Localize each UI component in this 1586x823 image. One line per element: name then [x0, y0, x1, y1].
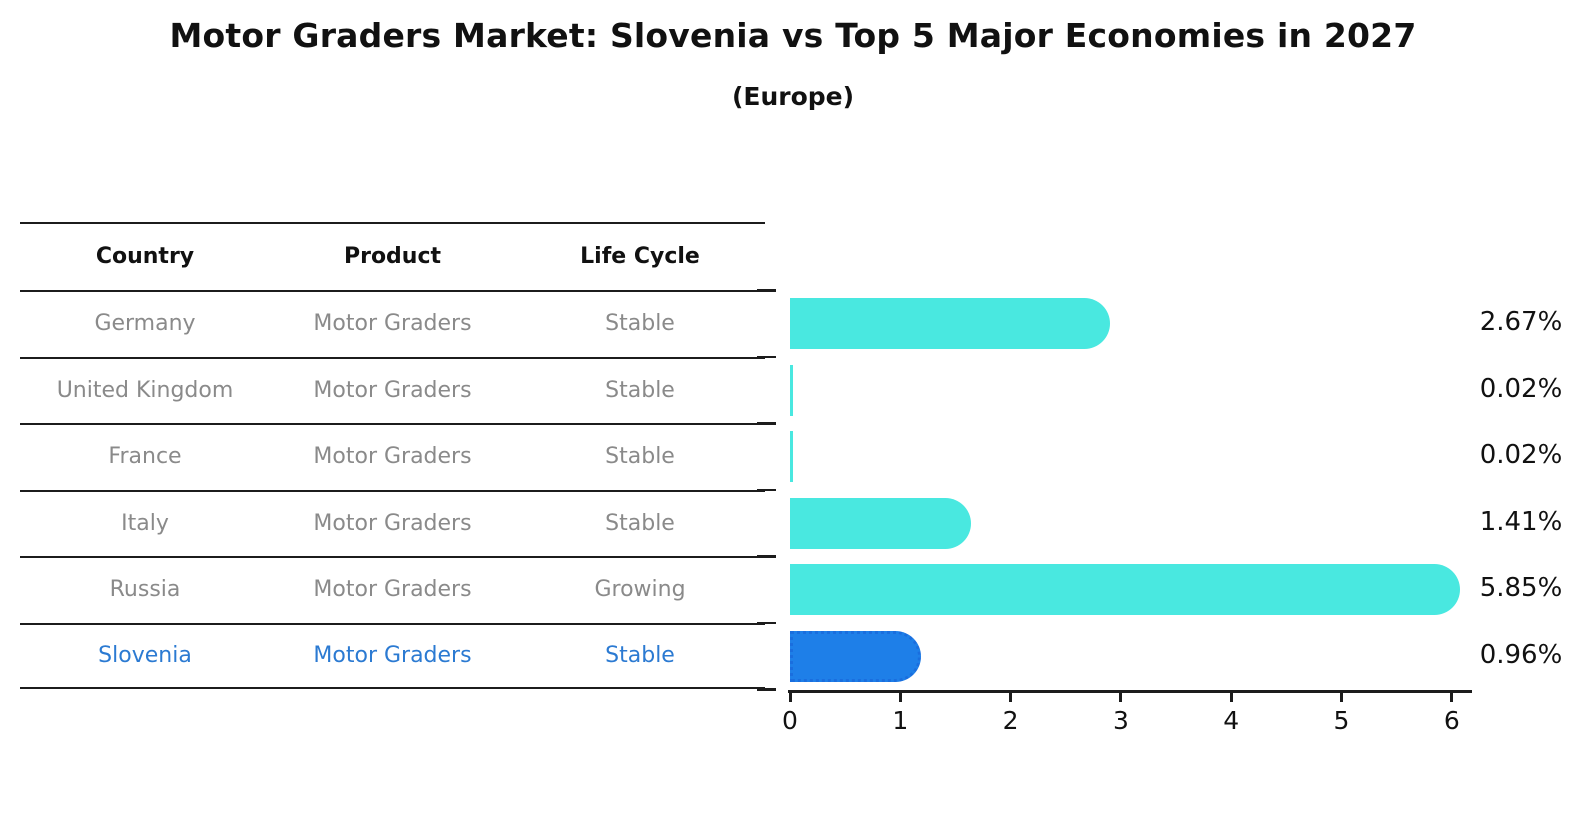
column-header-product: Product	[343, 243, 442, 269]
table-cell-country: France	[108, 444, 182, 470]
x-axis-tick-label: 1	[892, 706, 909, 735]
chart-subtitle: (Europe)	[731, 82, 855, 111]
x-axis-tick	[1229, 690, 1233, 702]
country-table: Country Product Life Cycle Germany Motor …	[20, 222, 765, 689]
bar-united-kingdom	[790, 364, 793, 416]
bar-russia	[790, 564, 1461, 615]
bar-germany	[790, 298, 1110, 349]
x-axis-tick	[1340, 690, 1343, 702]
x-axis-tick	[1009, 690, 1013, 702]
table-row-france: France Motor Graders Stable	[20, 423, 765, 490]
y-axis-tick	[757, 621, 776, 624]
column-header-lifecycle: Life Cycle	[580, 243, 700, 269]
table-cell-product: Motor Graders	[313, 577, 472, 603]
x-axis-tick	[898, 690, 902, 702]
y-axis-tick	[757, 688, 776, 691]
table-cell-country: Russia	[109, 577, 181, 603]
table-cell-country: United Kingdom	[56, 377, 234, 403]
table-row-germany: Germany Motor Graders Stable	[20, 290, 765, 357]
table-cell-product: Motor Graders	[313, 311, 472, 337]
table-row-italy: Italy Motor Graders Stable	[20, 489, 765, 557]
value-label-russia: 5.85%	[1479, 573, 1563, 604]
table-row-russia: Russia Motor Graders Growing	[20, 556, 765, 623]
table-cell-product: Motor Graders	[313, 642, 472, 668]
y-axis-tick	[757, 488, 776, 491]
table-cell-country: Germany	[94, 311, 196, 337]
table-cell-lifecycle: Stable	[605, 642, 675, 668]
value-label-italy: 1.41%	[1479, 506, 1563, 537]
table-header-row: Country Product Life Cycle	[20, 222, 765, 290]
bar-slovenia	[790, 630, 921, 682]
x-axis-tick-label: 2	[1002, 706, 1019, 735]
value-label-slovenia: 0.96%	[1479, 639, 1563, 670]
y-axis-tick	[757, 422, 776, 425]
y-axis-tick	[757, 289, 776, 292]
y-axis-tick	[757, 555, 776, 558]
x-axis-tick	[788, 690, 792, 702]
table-cell-lifecycle: Stable	[605, 510, 675, 536]
bar-italy	[790, 497, 971, 549]
x-axis-line	[788, 690, 1472, 693]
table-cell-product: Motor Graders	[313, 377, 472, 403]
table-row-slovenia: Slovenia Motor Graders Stable	[20, 622, 765, 689]
value-label-germany: 2.67%	[1479, 307, 1563, 338]
y-axis-tick	[757, 355, 776, 358]
column-header-country: Country	[95, 243, 195, 269]
table-cell-lifecycle: Stable	[605, 444, 675, 470]
x-axis-tick-label: 4	[1223, 706, 1240, 735]
table-cell-country: Slovenia	[98, 642, 192, 668]
table-cell-product: Motor Graders	[313, 510, 472, 536]
bar-france	[790, 431, 793, 482]
x-axis-tick-label: 0	[782, 706, 798, 735]
table-cell-country: Italy	[121, 510, 169, 536]
x-axis-tick-label: 5	[1333, 706, 1350, 735]
x-axis-tick	[1119, 690, 1123, 702]
table-cell-lifecycle: Growing	[594, 577, 686, 603]
table-row-united-kingdom: United Kingdom Motor Graders Stable	[20, 356, 765, 424]
value-label-united-kingdom: 0.02%	[1479, 373, 1563, 404]
value-label-france: 0.02%	[1479, 440, 1563, 471]
x-axis-tick-label: 6	[1443, 706, 1460, 735]
x-axis-tick	[1450, 690, 1454, 702]
table-cell-lifecycle: Stable	[605, 377, 675, 403]
chart-title: Motor Graders Market: Slovenia vs Top 5 …	[169, 16, 1417, 55]
table-cell-product: Motor Graders	[313, 444, 472, 470]
x-axis-tick-label: 3	[1112, 706, 1129, 735]
table-cell-lifecycle: Stable	[605, 311, 675, 337]
